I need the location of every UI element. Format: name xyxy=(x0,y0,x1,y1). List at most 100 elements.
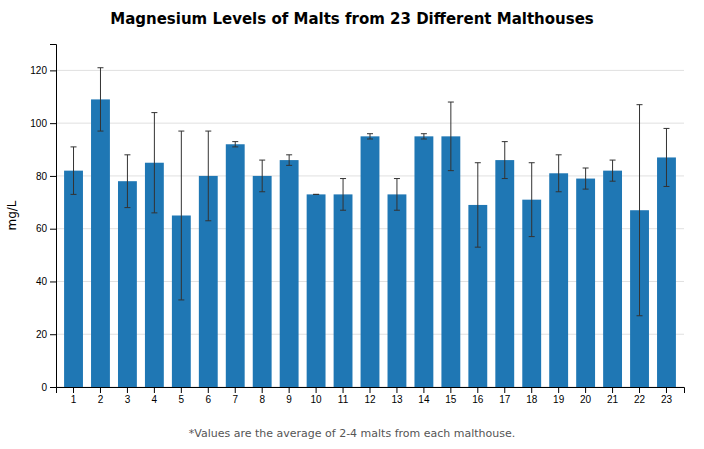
x-tick: 22 xyxy=(634,387,646,405)
error-bar-cap-upper xyxy=(97,67,103,68)
x-tick: 9 xyxy=(286,387,292,405)
y-tick-label: 20 xyxy=(36,329,48,340)
y-axis: 020406080100120 xyxy=(30,45,56,393)
x-tick-mark xyxy=(423,387,424,393)
x-tick-mark xyxy=(477,387,478,393)
error-bar xyxy=(394,179,400,211)
x-axis-line xyxy=(57,388,685,394)
error-bar-cap-lower xyxy=(529,236,535,237)
x-tick-label: 4 xyxy=(152,394,158,405)
x-tick-label: 9 xyxy=(286,394,292,405)
x-tick-label: 19 xyxy=(553,394,565,405)
error-bar-cap-lower xyxy=(205,220,211,221)
x-tick-mark xyxy=(154,387,155,393)
error-bar-cap-upper xyxy=(448,102,454,103)
error-bar-cap-upper xyxy=(232,141,238,142)
grid xyxy=(56,70,684,387)
error-bar-stem xyxy=(423,134,424,139)
error-bar-stem xyxy=(73,147,74,194)
x-tick-mark xyxy=(73,387,74,393)
x-tick-label: 16 xyxy=(472,394,484,405)
x-tick: 4 xyxy=(152,387,158,405)
error-bar xyxy=(286,155,292,166)
x-tick-mark xyxy=(396,387,397,393)
bar xyxy=(280,160,299,387)
error-bar xyxy=(448,102,454,171)
x-tick-mark xyxy=(531,387,532,393)
error-bar-cap-upper xyxy=(367,133,373,134)
x-tick: 8 xyxy=(259,387,265,405)
y-tick: 60 xyxy=(36,223,56,234)
error-bar-cap-lower xyxy=(232,146,238,147)
error-bar-stem xyxy=(396,179,397,211)
y-tick-label: 60 xyxy=(36,223,48,234)
x-tick: 15 xyxy=(445,387,457,405)
error-bar xyxy=(205,131,211,221)
error-bar xyxy=(367,134,373,139)
error-bar-cap-upper xyxy=(394,178,400,179)
error-bar-cap-lower xyxy=(178,299,184,300)
error-bar-cap-upper xyxy=(610,160,616,161)
bar xyxy=(64,171,83,387)
error-bar-cap-upper xyxy=(205,131,211,132)
error-bar xyxy=(663,128,669,186)
x-tick-label: 14 xyxy=(418,394,430,405)
y-tick-mark xyxy=(50,176,56,177)
grid-line xyxy=(56,123,684,124)
error-bar-cap-lower xyxy=(97,131,103,132)
bar xyxy=(576,179,595,387)
chart-svg: 0204060801001201234567891011121314151617… xyxy=(0,0,704,449)
y-tick-label: 0 xyxy=(41,382,47,393)
x-tick-mark xyxy=(612,387,613,393)
x-tick-mark xyxy=(235,387,236,393)
error-bar-cap-upper xyxy=(124,154,130,155)
bar xyxy=(253,176,272,387)
error-bar-cap-lower xyxy=(448,170,454,171)
x-tick: 20 xyxy=(580,387,592,405)
bar xyxy=(226,144,245,387)
x-tick-label: 2 xyxy=(98,394,104,405)
error-bar-stem xyxy=(235,142,236,147)
error-bar-cap-upper xyxy=(583,168,589,169)
x-tick-label: 22 xyxy=(634,394,646,405)
x-tick-label: 15 xyxy=(445,394,457,405)
x-tick: 10 xyxy=(311,387,323,405)
y-tick: 80 xyxy=(36,171,56,182)
x-tick-mark xyxy=(450,387,451,393)
x-tick-label: 17 xyxy=(499,394,511,405)
x-axis: 1234567891011121314151617181920212223 xyxy=(57,387,685,405)
x-tick: 7 xyxy=(232,387,238,405)
x-tick-label: 10 xyxy=(311,394,323,405)
bar xyxy=(334,194,353,387)
error-bar xyxy=(529,163,535,237)
error-bar-stem xyxy=(262,160,263,192)
error-bar-stem xyxy=(127,155,128,208)
y-tick-label: 100 xyxy=(30,118,47,129)
y-axis-line xyxy=(50,45,57,388)
x-tick: 5 xyxy=(179,387,185,405)
y-tick-mark xyxy=(50,70,56,71)
error-bar-cap-lower xyxy=(151,212,157,213)
error-bar xyxy=(637,105,643,316)
error-bar-cap-lower xyxy=(583,189,589,190)
x-tick: 18 xyxy=(526,387,538,405)
x-tick-mark xyxy=(208,387,209,393)
error-bar-stem xyxy=(450,102,451,171)
y-tick-mark xyxy=(50,334,56,335)
bar xyxy=(307,194,326,387)
error-bar-cap-lower xyxy=(313,194,319,195)
error-bar-stem xyxy=(100,68,101,131)
error-bar xyxy=(124,155,130,208)
x-tick-label: 5 xyxy=(179,394,185,405)
error-bar-stem xyxy=(666,128,667,186)
error-bar-cap-upper xyxy=(529,162,535,163)
error-bar-cap-lower xyxy=(556,191,562,192)
error-bar-cap-upper xyxy=(313,194,319,195)
error-bar-cap-lower xyxy=(421,138,427,139)
y-tick: 100 xyxy=(30,118,56,129)
bar xyxy=(414,136,433,387)
x-tick-label: 6 xyxy=(206,394,212,405)
x-tick: 16 xyxy=(472,387,484,405)
y-tick: 0 xyxy=(41,382,56,393)
y-tick-mark xyxy=(50,123,56,124)
